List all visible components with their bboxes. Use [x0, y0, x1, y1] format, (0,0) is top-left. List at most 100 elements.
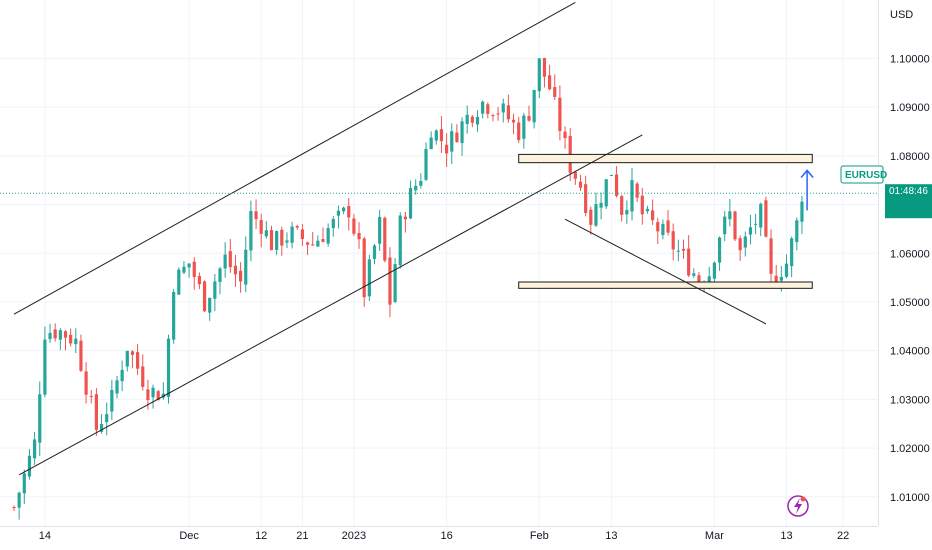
candle-body	[630, 180, 634, 212]
candle-body	[666, 220, 670, 233]
time-tick-label: 2023	[342, 530, 366, 542]
price-tick-label: 1.01000	[890, 492, 930, 504]
candle-body	[280, 229, 284, 246]
candle-body	[197, 276, 201, 285]
price-axis[interactable]: 1.01000 1.02000 1.03000 1.04000 1.05000 1.060…	[878, 0, 930, 526]
candle-body	[213, 281, 217, 299]
candle-body	[43, 339, 47, 395]
candle-body	[12, 507, 16, 509]
candle-body	[795, 220, 799, 243]
candle-body	[511, 119, 516, 123]
candle-body	[105, 414, 109, 423]
candle-body	[300, 229, 304, 239]
lower-channel	[18, 134, 643, 476]
candle-body	[429, 137, 433, 150]
candle-body	[388, 257, 392, 305]
candle-body	[362, 238, 366, 298]
candle-body	[717, 237, 722, 263]
candle-body	[723, 216, 727, 235]
price-tick-label: 1.03000	[890, 394, 930, 406]
candle-body	[331, 218, 335, 229]
candle-body	[38, 394, 42, 443]
candle-body	[136, 352, 140, 369]
candle-body	[244, 249, 248, 285]
candle-body	[594, 204, 598, 226]
candle-body	[408, 187, 413, 219]
candle-body	[58, 330, 62, 340]
candle-body	[311, 244, 315, 246]
price-tick-label: 1.05000	[890, 297, 930, 309]
candle-body	[398, 215, 402, 266]
candle-body	[578, 181, 583, 188]
candle-body	[439, 129, 444, 142]
upper-channel	[13, 1, 576, 315]
up-arrow-head	[800, 169, 814, 178]
candle-body	[403, 216, 407, 220]
candle-body	[790, 238, 794, 267]
candle-body	[357, 232, 361, 240]
candle-body	[233, 265, 238, 275]
candle-body	[383, 217, 387, 261]
candle-body	[697, 275, 701, 284]
candle-body	[99, 424, 104, 432]
bar-countdown: 01:48:46	[889, 186, 928, 197]
time-axis[interactable]: 14 Dec 12 21 2023 16 Feb 13 Mar 13 22	[0, 526, 878, 543]
descending-line	[564, 218, 767, 325]
candle-body	[254, 211, 258, 220]
candle-body	[542, 58, 547, 77]
candle-body	[640, 195, 644, 215]
candle-body	[393, 264, 397, 302]
candle-body	[69, 334, 73, 344]
candle-body	[264, 230, 268, 237]
candle-body	[156, 391, 160, 401]
price-tick-label: 1.08000	[890, 151, 930, 163]
candle-body	[599, 202, 603, 208]
candle-body	[177, 269, 181, 295]
candle-body	[748, 227, 753, 235]
symbol-label: EURUSD	[845, 170, 887, 181]
candle-body	[687, 248, 691, 276]
candle-body	[166, 338, 171, 397]
candle-body	[269, 230, 274, 251]
candle-body	[532, 89, 536, 123]
candle-body	[202, 281, 207, 312]
chart-grid	[0, 0, 878, 526]
candle-body	[249, 210, 253, 251]
candle-body	[486, 104, 490, 114]
candle-body	[635, 183, 639, 198]
candle-body	[779, 277, 783, 281]
time-tick-label: Mar	[705, 530, 724, 542]
candle-body	[22, 473, 26, 494]
time-tick-label: 16	[440, 530, 452, 542]
candle-body	[326, 228, 330, 244]
candle-body	[573, 171, 577, 179]
candle-body	[367, 259, 371, 297]
candle-body	[496, 113, 500, 115]
candle-body	[182, 266, 186, 273]
candle-body	[48, 332, 52, 340]
candle-body	[151, 387, 155, 398]
candle-body	[372, 245, 377, 259]
candle-body	[223, 254, 227, 269]
candle-body	[712, 262, 716, 279]
candle-body	[89, 395, 93, 397]
candle-body	[671, 231, 675, 250]
price-tick-label: 1.02000	[890, 443, 930, 455]
candle-body	[558, 97, 562, 131]
candle-body	[141, 366, 145, 387]
candle-body	[352, 218, 356, 234]
candle-body	[192, 261, 196, 278]
candle-body	[79, 340, 83, 371]
candle-body	[764, 200, 768, 237]
candle-body	[347, 206, 351, 218]
symbol-badge[interactable]: EURUSD	[840, 165, 887, 184]
candle-body	[620, 196, 624, 215]
candle-body	[208, 297, 212, 313]
candle-body	[584, 184, 588, 213]
candle-body	[172, 292, 176, 340]
candle-body	[784, 263, 789, 277]
candle-body	[316, 240, 320, 247]
candle-body	[130, 351, 135, 355]
lightning-icon[interactable]	[787, 495, 809, 517]
